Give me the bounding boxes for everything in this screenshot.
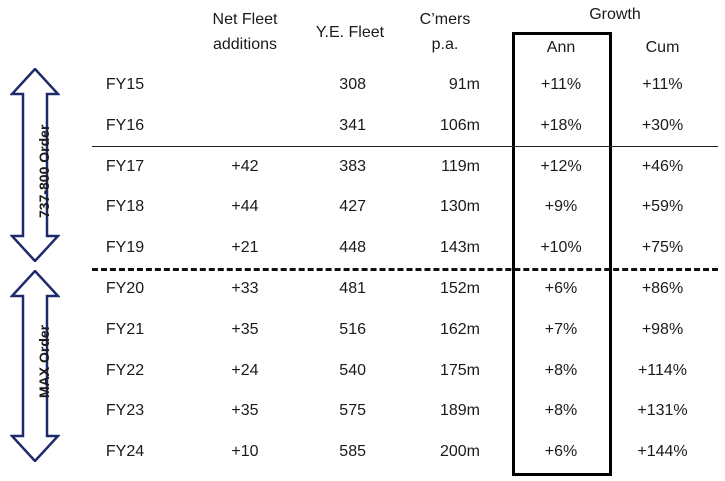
arrow-737-800-order: 737-800 Order (9, 67, 61, 263)
row-annual-growth: +6% (544, 280, 578, 297)
header-ye-fleet: Y.E. Fleet (315, 24, 385, 41)
row-ye-fleet: 383 (339, 157, 366, 175)
header-net-fleet-line1: Net Fleet (212, 11, 278, 28)
order-separator-solid (92, 146, 718, 147)
row-annual-growth: +7% (544, 320, 578, 338)
row-net-additions: +42 (231, 157, 259, 175)
row-cumulative-growth: +59% (641, 198, 684, 216)
row-year: FY22 (105, 361, 145, 379)
double-arrow-icon (9, 269, 61, 463)
row-annual-growth: +9% (544, 198, 578, 216)
row-ye-fleet: 585 (339, 443, 366, 461)
row-ye-fleet: 427 (339, 198, 366, 216)
row-annual-growth: +8% (544, 402, 578, 420)
row-ye-fleet: 516 (339, 320, 366, 338)
row-ye-fleet: 448 (339, 239, 366, 257)
row-ye-fleet: 540 (339, 361, 366, 379)
row-annual-growth: +6% (544, 443, 578, 461)
double-arrow-icon (9, 67, 61, 263)
row-year: FY17 (105, 157, 145, 175)
row-customers: 91m (448, 76, 480, 93)
row-cumulative-growth: +114% (637, 361, 688, 379)
row-year: FY18 (105, 198, 145, 216)
row-ye-fleet: 341 (339, 116, 366, 134)
row-ye-fleet: 575 (339, 402, 366, 420)
header-net-fleet-line2: additions (212, 36, 278, 53)
row-customers: 106m (439, 116, 480, 134)
row-cumulative-growth: +131% (637, 402, 688, 420)
row-annual-growth: +10% (540, 239, 582, 257)
row-cumulative-growth: +98% (641, 320, 684, 338)
row-net-additions: +35 (231, 320, 259, 338)
row-customers: 152m (439, 280, 480, 297)
row-customers: 130m (439, 198, 480, 216)
row-net-additions: +21 (231, 239, 259, 257)
header-customers-line2: p.a. (431, 36, 459, 53)
row-year: FY19 (105, 239, 145, 257)
row-ye-fleet: 481 (339, 280, 366, 297)
side-label-737-order: 737-800 Order (36, 124, 52, 218)
order-separator-dashed (92, 268, 718, 271)
header-cum: Cum (645, 39, 680, 56)
annual-growth-box (512, 32, 612, 476)
header-ann: Ann (546, 39, 576, 56)
row-annual-growth: +18% (540, 116, 582, 134)
row-net-additions: +10 (231, 443, 259, 461)
row-year: FY16 (105, 116, 145, 134)
row-customers: 200m (439, 443, 480, 461)
header-growth: Growth (589, 6, 641, 23)
row-net-additions: +33 (231, 280, 259, 297)
side-label-max-order: MAX Order (36, 324, 52, 398)
arrow-max-order: MAX Order (9, 269, 61, 463)
row-net-additions: +44 (231, 198, 259, 216)
row-year: FY15 (105, 76, 145, 93)
row-customers: 119m (441, 157, 480, 175)
row-annual-growth: +12% (540, 157, 582, 175)
row-net-additions: +35 (231, 402, 259, 420)
row-year: FY21 (105, 320, 145, 338)
row-cumulative-growth: +30% (641, 116, 684, 134)
row-year: FY23 (105, 402, 145, 420)
row-cumulative-growth: +11% (642, 76, 683, 93)
row-customers: 143m (439, 239, 480, 257)
header-customers-line1: C’mers (419, 11, 471, 28)
row-ye-fleet: 308 (339, 76, 366, 93)
row-customers: 189m (439, 402, 480, 420)
row-year: FY20 (105, 280, 145, 297)
row-cumulative-growth: +75% (641, 239, 684, 257)
row-customers: 162m (439, 320, 480, 338)
row-annual-growth: +8% (544, 361, 578, 379)
row-cumulative-growth: +144% (637, 443, 688, 461)
row-cumulative-growth: +46% (641, 157, 684, 175)
row-year: FY24 (105, 443, 145, 461)
row-net-additions: +24 (231, 361, 259, 379)
row-annual-growth: +11% (540, 76, 582, 93)
row-cumulative-growth: +86% (641, 280, 684, 297)
row-customers: 175m (439, 361, 480, 379)
